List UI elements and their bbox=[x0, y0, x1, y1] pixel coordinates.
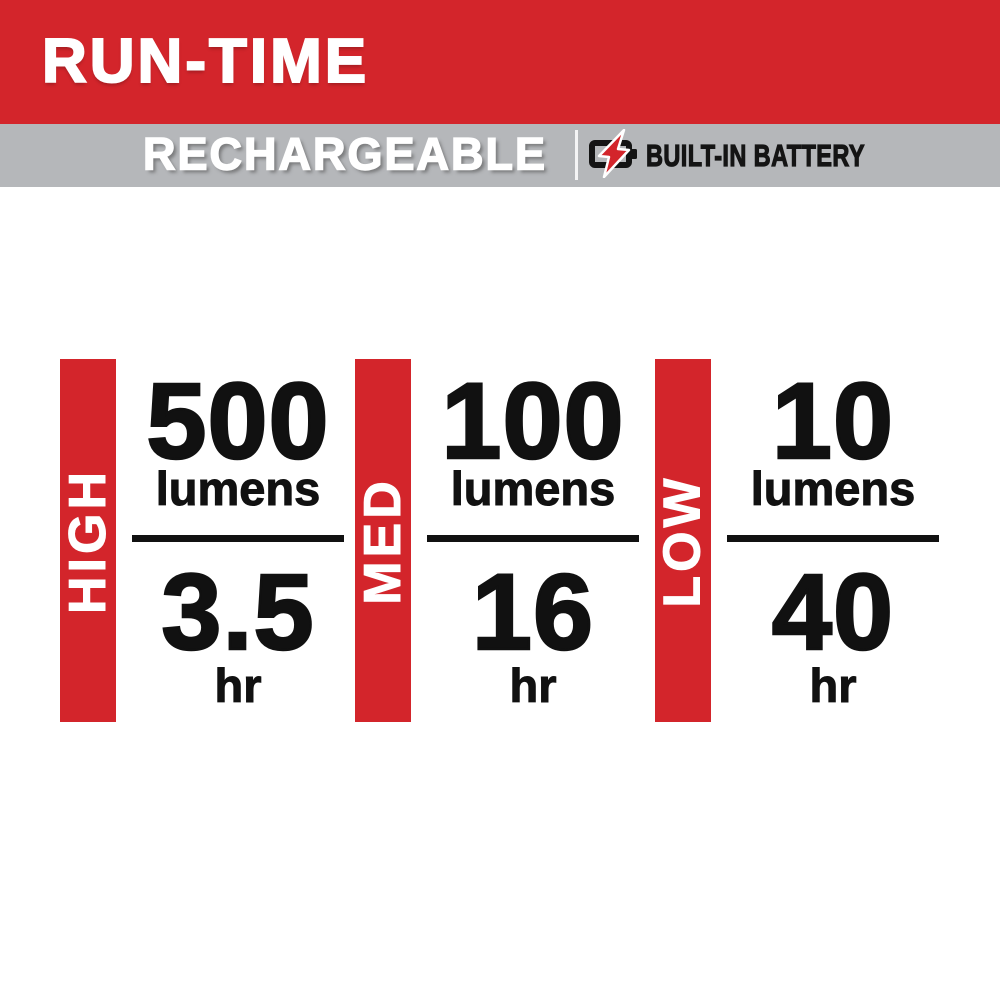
mode-label: MED bbox=[354, 476, 413, 605]
hours-unit: hr bbox=[214, 659, 262, 713]
mode-label-bar: LOW bbox=[654, 359, 713, 722]
mode-stats: 100 lumens 16 hr bbox=[411, 357, 655, 713]
mode-stats: 500 lumens 3.5 hr bbox=[116, 357, 360, 713]
mode-column-high: HIGH 500 lumens 3.5 hr bbox=[59, 357, 360, 727]
vertical-divider bbox=[575, 130, 578, 180]
fraction-rule bbox=[427, 535, 639, 543]
mode-label: LOW bbox=[654, 473, 713, 608]
lumens-value: 100 bbox=[440, 360, 625, 481]
subheader-banner: RECHARGEABLE BUILT-IN BATTERY bbox=[0, 124, 1000, 187]
lumens-unit: lumens bbox=[450, 462, 616, 516]
rechargeable-label: RECHARGEABLE bbox=[142, 128, 548, 180]
mode-stats: 10 lumens 40 hr bbox=[711, 357, 955, 713]
mode-label: HIGH bbox=[59, 467, 118, 614]
fraction-rule bbox=[727, 535, 939, 543]
hours-unit: hr bbox=[809, 659, 857, 713]
built-in-battery-label: BUILT-IN BATTERY bbox=[646, 137, 866, 173]
hours-value: 3.5 bbox=[160, 551, 315, 673]
hours-value: 16 bbox=[471, 551, 595, 673]
lumens-value: 500 bbox=[145, 360, 330, 481]
hours-value: 40 bbox=[771, 551, 895, 673]
lumens-unit: lumens bbox=[155, 462, 321, 516]
mode-column-med: MED 100 lumens 16 hr bbox=[354, 357, 655, 727]
mode-label-bar: HIGH bbox=[59, 359, 118, 722]
page-title: RUN-TIME bbox=[41, 27, 370, 96]
mode-label-bar: MED bbox=[354, 359, 413, 722]
hours-unit: hr bbox=[509, 659, 557, 713]
battery-charging-icon bbox=[588, 128, 640, 179]
mode-column-low: LOW 10 lumens 40 hr bbox=[654, 357, 955, 727]
fraction-rule bbox=[132, 535, 344, 543]
lumens-unit: lumens bbox=[750, 462, 916, 516]
lumens-value: 10 bbox=[771, 360, 895, 481]
header-banner: RUN-TIME bbox=[0, 0, 1000, 124]
